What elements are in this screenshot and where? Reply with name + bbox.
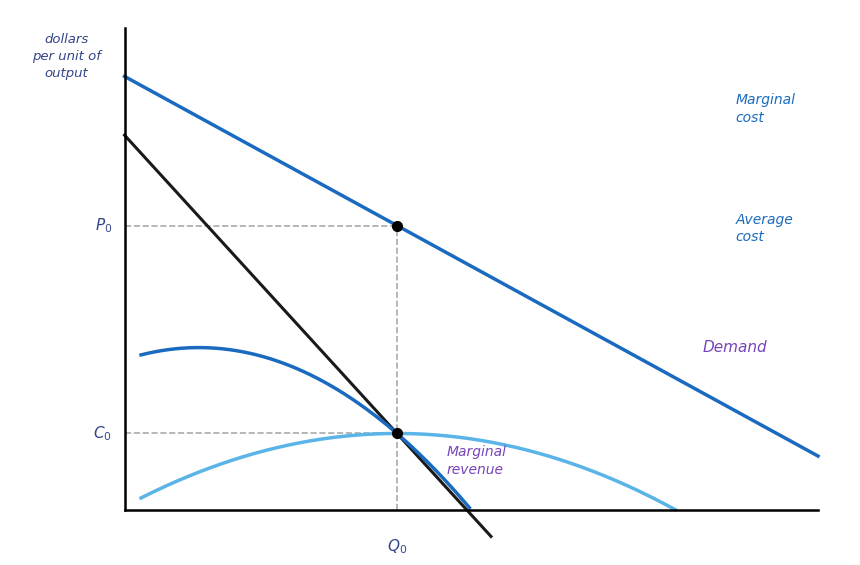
Text: dollars
per unit of
output: dollars per unit of output [33,33,101,80]
Text: Average
cost: Average cost [735,212,793,244]
Text: $C_0$: $C_0$ [94,424,112,443]
Text: $P_0$: $P_0$ [95,216,112,235]
Text: Marginal
cost: Marginal cost [735,93,796,124]
Text: $Q_0$: $Q_0$ [387,537,407,556]
Text: Marginal
revenue: Marginal revenue [446,445,507,476]
Text: Demand: Demand [703,340,767,355]
